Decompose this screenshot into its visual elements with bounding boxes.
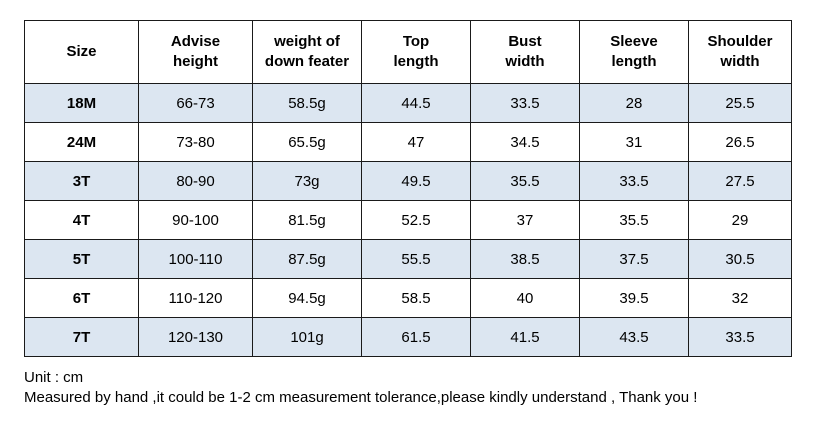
- header-top-length: Top length: [361, 20, 471, 84]
- table-row: 7T 120-130 101g 61.5 41.5 43.5 33.5: [24, 317, 792, 357]
- table-cell: 58.5g: [252, 83, 362, 123]
- table-cell: 80-90: [138, 161, 253, 201]
- size-cell: 5T: [24, 239, 139, 279]
- table-cell: 34.5: [470, 122, 580, 162]
- header-advise-height: Advise height: [138, 20, 253, 84]
- size-chart-table: Size Advise height weight of down feater…: [24, 20, 792, 357]
- table-cell: 26.5: [688, 122, 792, 162]
- table-header-row: Size Advise height weight of down feater…: [24, 20, 792, 84]
- size-cell: 6T: [24, 278, 139, 318]
- table-cell: 25.5: [688, 83, 792, 123]
- table-cell: 55.5: [361, 239, 471, 279]
- table-cell: 33.5: [688, 317, 792, 357]
- table-cell: 29: [688, 200, 792, 240]
- table-cell: 35.5: [579, 200, 689, 240]
- table-cell: 94.5g: [252, 278, 362, 318]
- table-cell: 52.5: [361, 200, 471, 240]
- table-cell: 73-80: [138, 122, 253, 162]
- table-cell: 33.5: [579, 161, 689, 201]
- table-cell: 28: [579, 83, 689, 123]
- size-cell: 3T: [24, 161, 139, 201]
- unit-note: Unit : cm: [24, 369, 84, 386]
- header-sleeve-length: Sleeve length: [579, 20, 689, 84]
- table-cell: 43.5: [579, 317, 689, 357]
- table-row: 6T 110-120 94.5g 58.5 40 39.5 32: [24, 278, 792, 318]
- header-bust-width: Bust width: [470, 20, 580, 84]
- table-cell: 39.5: [579, 278, 689, 318]
- table-cell: 61.5: [361, 317, 471, 357]
- table-cell: 87.5g: [252, 239, 362, 279]
- table-cell: 101g: [252, 317, 362, 357]
- table-row: 3T 80-90 73g 49.5 35.5 33.5 27.5: [24, 161, 792, 201]
- table-cell: 120-130: [138, 317, 253, 357]
- table-cell: 66-73: [138, 83, 253, 123]
- table-cell: 40: [470, 278, 580, 318]
- header-down-weight: weight of down feater: [252, 20, 362, 84]
- table-row: 24M 73-80 65.5g 47 34.5 31 26.5: [24, 122, 792, 162]
- table-cell: 65.5g: [252, 122, 362, 162]
- table-cell: 32: [688, 278, 792, 318]
- table-cell: 33.5: [470, 83, 580, 123]
- table-cell: 30.5: [688, 239, 792, 279]
- table-cell: 110-120: [138, 278, 253, 318]
- table-cell: 41.5: [470, 317, 580, 357]
- table-row: 18M 66-73 58.5g 44.5 33.5 28 25.5: [24, 83, 792, 123]
- table-cell: 38.5: [470, 239, 580, 279]
- table-cell: 35.5: [470, 161, 580, 201]
- table-cell: 37: [470, 200, 580, 240]
- table-cell: 44.5: [361, 83, 471, 123]
- table-cell: 37.5: [579, 239, 689, 279]
- header-size: Size: [24, 20, 139, 84]
- table-cell: 100-110: [138, 239, 253, 279]
- size-cell: 7T: [24, 317, 139, 357]
- table-cell: 31: [579, 122, 689, 162]
- tolerance-note: Measured by hand ,it could be 1-2 cm mea…: [24, 389, 698, 406]
- table-row: 5T 100-110 87.5g 55.5 38.5 37.5 30.5: [24, 239, 792, 279]
- size-cell: 18M: [24, 83, 139, 123]
- table-cell: 49.5: [361, 161, 471, 201]
- size-cell: 24M: [24, 122, 139, 162]
- table-cell: 81.5g: [252, 200, 362, 240]
- table-cell: 58.5: [361, 278, 471, 318]
- table-cell: 47: [361, 122, 471, 162]
- table-cell: 73g: [252, 161, 362, 201]
- table-cell: 90-100: [138, 200, 253, 240]
- notes: Unit : cm Measured by hand ,it could be …: [24, 368, 697, 408]
- size-cell: 4T: [24, 200, 139, 240]
- table-row: 4T 90-100 81.5g 52.5 37 35.5 29: [24, 200, 792, 240]
- header-shoulder-width: Shoulder width: [688, 20, 792, 84]
- table-cell: 27.5: [688, 161, 792, 201]
